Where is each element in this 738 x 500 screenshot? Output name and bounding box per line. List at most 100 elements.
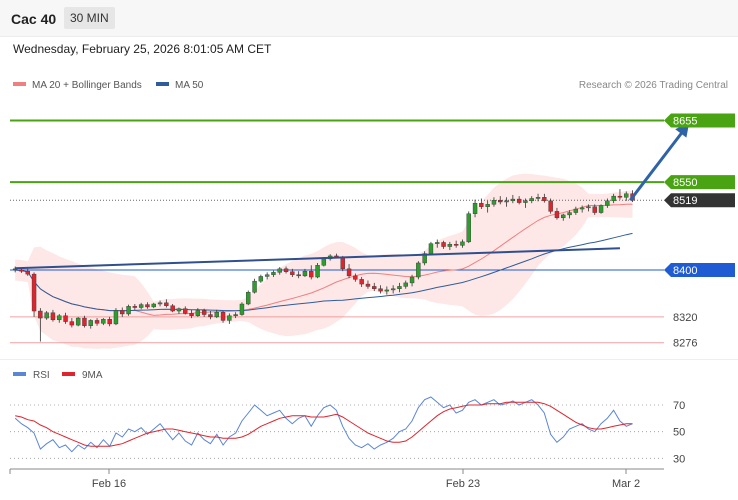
candle [453,240,459,248]
level-tag-label: 8400 [673,265,697,277]
candle-body [309,270,314,278]
candle-body [372,286,377,289]
candle [239,302,245,316]
candle [252,278,257,294]
candle [50,309,56,322]
candle-body [435,242,440,244]
candle-body [195,310,201,316]
candle-body [50,312,56,321]
rsi-line [14,396,633,453]
candle [44,311,49,320]
candle-body [447,244,453,247]
rsi-legend-ma: 9MA [62,370,103,381]
x-axis: Feb 16 Feb 23 Mar 2 [9,468,664,490]
candle [227,313,232,324]
candle-body [138,304,144,308]
candle-body [189,313,194,316]
rsi-ma-legend-label: 9MA [82,370,103,381]
rsi-ma-line [15,401,633,447]
candle [189,309,194,319]
candle [466,211,471,244]
candle-body [453,244,459,246]
legend-ma20: MA 20 + Bollinger Bands [13,80,142,91]
candle-body [57,315,62,321]
candle-body [409,276,415,284]
level-tag-background [664,113,735,128]
level-tag-background [664,193,735,208]
candle [164,299,169,308]
candle [201,308,207,317]
candle-body [107,319,112,325]
level-tag-label: 8550 [673,177,697,189]
candle [290,268,295,278]
candle [264,272,270,280]
candle [428,241,434,255]
candle-body [460,241,465,246]
candle-body [384,289,390,292]
candles [12,189,635,342]
candle-body [397,286,402,289]
candle-body [586,206,591,209]
candle [529,196,534,204]
candle [567,210,572,219]
rsi-swatch [13,372,26,376]
candle-body [214,312,219,318]
candle-body [126,306,131,315]
level-tag-label: 8276 [673,338,697,350]
candle-body [422,253,427,264]
candle-body [485,204,490,207]
candle [548,198,553,214]
level-tag-8519: 8519 [664,193,735,208]
candle-body [19,269,24,272]
copyright-text: Research © 2026 Trading Central [578,80,728,91]
candle-body [233,314,238,316]
level-tag-8320: 8320 [673,312,697,324]
candle-body [554,211,560,219]
timeframe-button[interactable]: 30 MIN [64,7,115,29]
candle-body [516,198,522,203]
candle [107,316,112,327]
candle-body [132,306,138,308]
candle [397,282,402,293]
candle [195,308,201,317]
candle-body [561,214,566,219]
candle [542,193,547,203]
candle [246,290,251,306]
x-tick-label: Feb 16 [92,478,126,490]
candle [378,285,383,294]
candle [510,194,516,204]
candle [302,268,308,278]
candle [113,308,119,326]
candle [498,196,503,205]
candle-body [340,256,345,270]
candle-body [542,197,547,202]
candle-body [227,315,232,321]
candle-body [624,193,629,198]
candle-body [504,200,509,203]
rsi-ma-swatch [62,372,75,376]
rsi-legend-rsi: RSI [13,370,50,381]
candle [63,312,68,324]
candle-body [605,200,610,206]
candle [403,280,408,289]
chart-timestamp: Wednesday, February 25, 2026 8:01:05 AM … [13,42,272,56]
candle-body [403,282,408,287]
candle [233,312,238,319]
candle-body [183,308,188,314]
candle-body [88,320,93,326]
candle-body [252,280,257,293]
candle [422,251,427,266]
candle [208,311,213,320]
candle [25,268,30,276]
candle-body [390,288,396,291]
candle-body [315,265,320,278]
level-tag-background [664,263,735,277]
candle [283,266,289,274]
candle [561,213,566,221]
candle-body [25,270,30,275]
candle-body [31,273,37,312]
candle [416,261,421,280]
candle-body [529,198,534,202]
candle [605,198,610,208]
